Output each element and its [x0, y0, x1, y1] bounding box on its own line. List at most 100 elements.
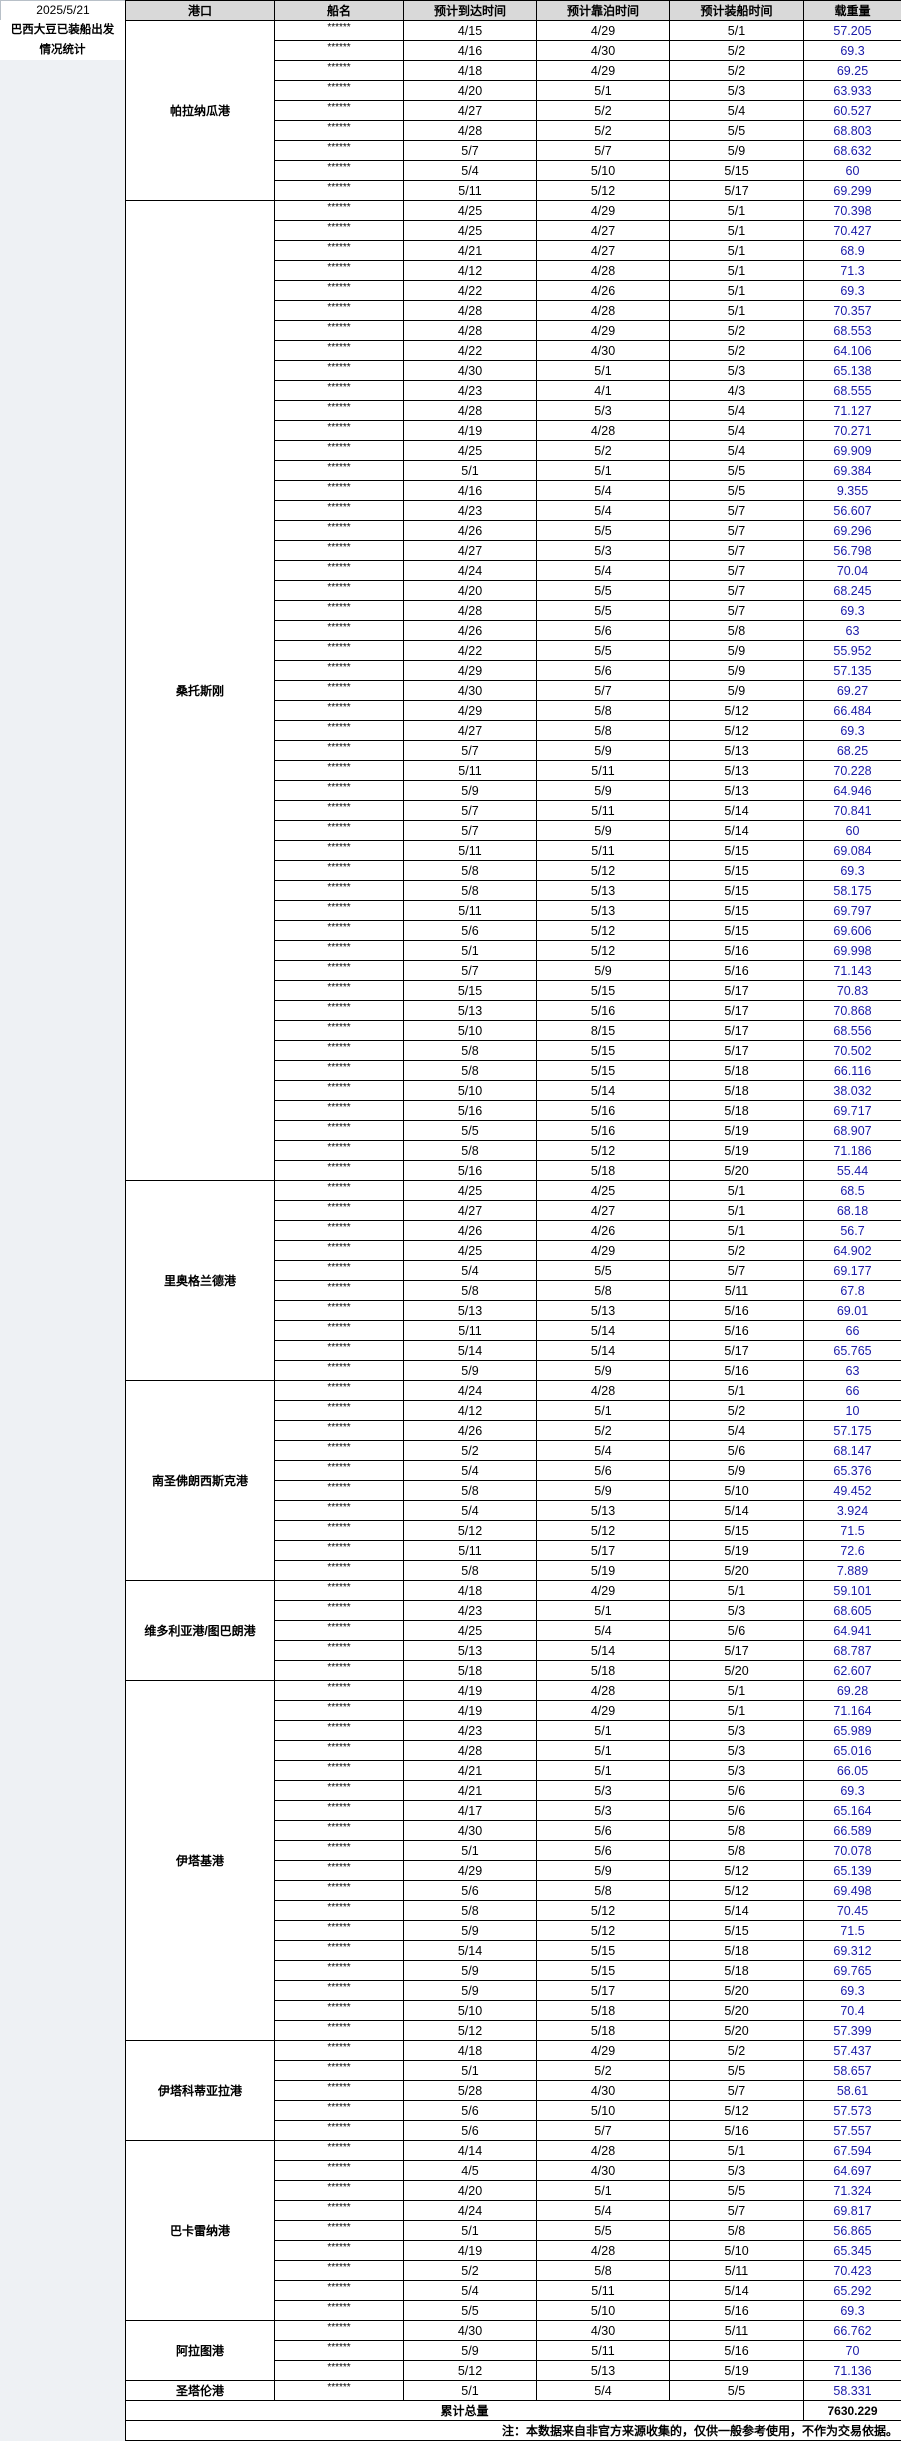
ship-name-cell: ****** — [274, 1460, 404, 1481]
table-row: ****** 5/9 5/15 5/18 69.765 — [126, 1960, 901, 1981]
loading-cell: 5/1 — [669, 1580, 804, 1601]
ship-name-cell: ****** — [274, 360, 404, 381]
berthing-cell: 5/16 — [536, 1000, 670, 1021]
berthing-cell: 4/29 — [536, 1240, 670, 1261]
loading-cell: 5/12 — [669, 2100, 804, 2121]
table-row: ****** 4/17 5/3 5/6 65.164 — [126, 1800, 901, 1821]
berthing-cell: 5/13 — [536, 900, 670, 921]
ship-name-cell: ****** — [274, 440, 404, 461]
loading-cell: 5/2 — [669, 340, 804, 361]
ship-name-cell: ****** — [274, 760, 404, 781]
loading-cell: 5/17 — [669, 1040, 804, 1061]
tonnage-cell: 55.952 — [803, 640, 901, 661]
table-row: ****** 4/30 5/6 5/8 66.589 — [126, 1820, 901, 1841]
eta-cell: 4/26 — [403, 1420, 537, 1441]
eta-cell: 5/9 — [403, 1360, 537, 1381]
table-row: ****** 4/12 5/1 5/2 10 — [126, 1400, 901, 1421]
ship-name-cell: ****** — [274, 2160, 404, 2181]
tonnage-cell: 57.135 — [803, 660, 901, 681]
eta-cell: 4/25 — [403, 220, 537, 241]
eta-cell: 4/29 — [403, 700, 537, 721]
berthing-cell: 5/16 — [536, 1120, 670, 1141]
tonnage-cell: 69.998 — [803, 940, 901, 961]
ship-name-cell: ****** — [274, 660, 404, 681]
berthing-cell: 5/18 — [536, 2020, 670, 2041]
tonnage-cell: 57.399 — [803, 2020, 901, 2041]
loading-cell: 5/18 — [669, 1060, 804, 1081]
eta-cell: 5/8 — [403, 880, 537, 901]
berthing-cell: 5/2 — [536, 100, 670, 121]
loading-cell: 5/2 — [669, 1240, 804, 1261]
eta-cell: 4/18 — [403, 1580, 537, 1601]
loading-cell: 5/1 — [669, 1680, 804, 1701]
table-row: ****** 4/20 5/5 5/7 68.245 — [126, 580, 901, 601]
berthing-cell: 5/9 — [536, 740, 670, 761]
loading-cell: 5/12 — [669, 700, 804, 721]
table-row: 桑托斯刚 ****** 4/25 4/29 5/1 70.398 — [125, 200, 901, 1181]
eta-cell: 4/28 — [403, 320, 537, 341]
berthing-cell: 4/1 — [536, 380, 670, 401]
tonnage-cell: 66.484 — [803, 700, 901, 721]
berthing-cell: 4/26 — [536, 1220, 670, 1241]
loading-cell: 5/6 — [669, 1440, 804, 1461]
disclaimer-note: 注：本数据来自非官方来源收集的，仅供一般参考使用，不作为交易依据。 — [125, 2420, 901, 2441]
ship-name-cell: ****** — [274, 1340, 404, 1361]
eta-cell: 4/23 — [403, 1600, 537, 1621]
loading-cell: 5/15 — [669, 1520, 804, 1541]
loading-cell: 5/3 — [669, 1720, 804, 1741]
tonnage-cell: 9.355 — [803, 480, 901, 501]
table-row: ****** 5/6 5/8 5/12 69.498 — [126, 1880, 901, 1901]
loading-cell: 5/4 — [669, 1420, 804, 1441]
tonnage-cell: 70.502 — [803, 1040, 901, 1061]
berthing-cell: 5/12 — [536, 1140, 670, 1161]
ship-name-cell: ****** — [274, 2180, 404, 2201]
eta-cell: 5/10 — [403, 2000, 537, 2021]
tonnage-cell: 71.324 — [803, 2180, 901, 2201]
loading-cell: 5/16 — [669, 2120, 804, 2141]
tonnage-cell: 69.296 — [803, 520, 901, 541]
berthing-cell: 5/1 — [536, 1400, 670, 1421]
loading-cell: 5/2 — [669, 40, 804, 61]
eta-cell: 4/12 — [403, 260, 537, 281]
tonnage-cell: 56.7 — [803, 1220, 901, 1241]
tonnage-cell: 69.3 — [803, 860, 901, 881]
eta-cell: 4/28 — [403, 300, 537, 321]
table-row: ****** 5/11 5/12 5/17 69.299 — [126, 180, 901, 201]
table-row: ****** 4/12 4/28 5/1 71.3 — [126, 260, 901, 281]
table-row: ****** 4/28 5/5 5/7 69.3 — [126, 600, 901, 621]
berthing-cell: 5/5 — [536, 2220, 670, 2241]
ship-name-cell: ****** — [274, 1740, 404, 1761]
loading-cell: 5/20 — [669, 2020, 804, 2041]
ship-name-cell: ****** — [274, 1680, 404, 1701]
tonnage-cell: 66.589 — [803, 1820, 901, 1841]
eta-cell: 5/9 — [403, 1980, 537, 2001]
eta-cell: 5/8 — [403, 1900, 537, 1921]
ship-name-cell: ****** — [274, 920, 404, 941]
loading-cell: 5/1 — [669, 220, 804, 241]
tonnage-cell: 65.138 — [803, 360, 901, 381]
loading-cell: 5/12 — [669, 1860, 804, 1881]
eta-cell: 5/11 — [403, 1320, 537, 1341]
ship-name-cell: ****** — [274, 1520, 404, 1541]
tonnage-cell: 60 — [803, 820, 901, 841]
eta-cell: 4/28 — [403, 400, 537, 421]
berthing-cell: 5/13 — [536, 1300, 670, 1321]
eta-cell: 4/18 — [403, 2040, 537, 2061]
tonnage-cell: 68.25 — [803, 740, 901, 761]
loading-cell: 5/4 — [669, 420, 804, 441]
berthing-cell: 5/13 — [536, 2360, 670, 2381]
loading-cell: 5/1 — [669, 2140, 804, 2161]
ship-name-cell: ****** — [274, 1040, 404, 1061]
eta-cell: 5/8 — [403, 1140, 537, 1161]
berthing-cell: 5/6 — [536, 1460, 670, 1481]
ship-name-cell: ****** — [274, 800, 404, 821]
tonnage-cell: 71.136 — [803, 2360, 901, 2381]
table-row: ****** 4/25 5/2 5/4 69.909 — [126, 440, 901, 461]
eta-cell: 5/1 — [403, 460, 537, 481]
ship-name-cell: ****** — [274, 2320, 404, 2341]
ship-name-cell: ****** — [274, 120, 404, 141]
berthing-cell: 5/5 — [536, 580, 670, 601]
berthing-cell: 5/1 — [536, 360, 670, 381]
ship-name-cell: ****** — [274, 80, 404, 101]
eta-cell: 5/7 — [403, 820, 537, 841]
